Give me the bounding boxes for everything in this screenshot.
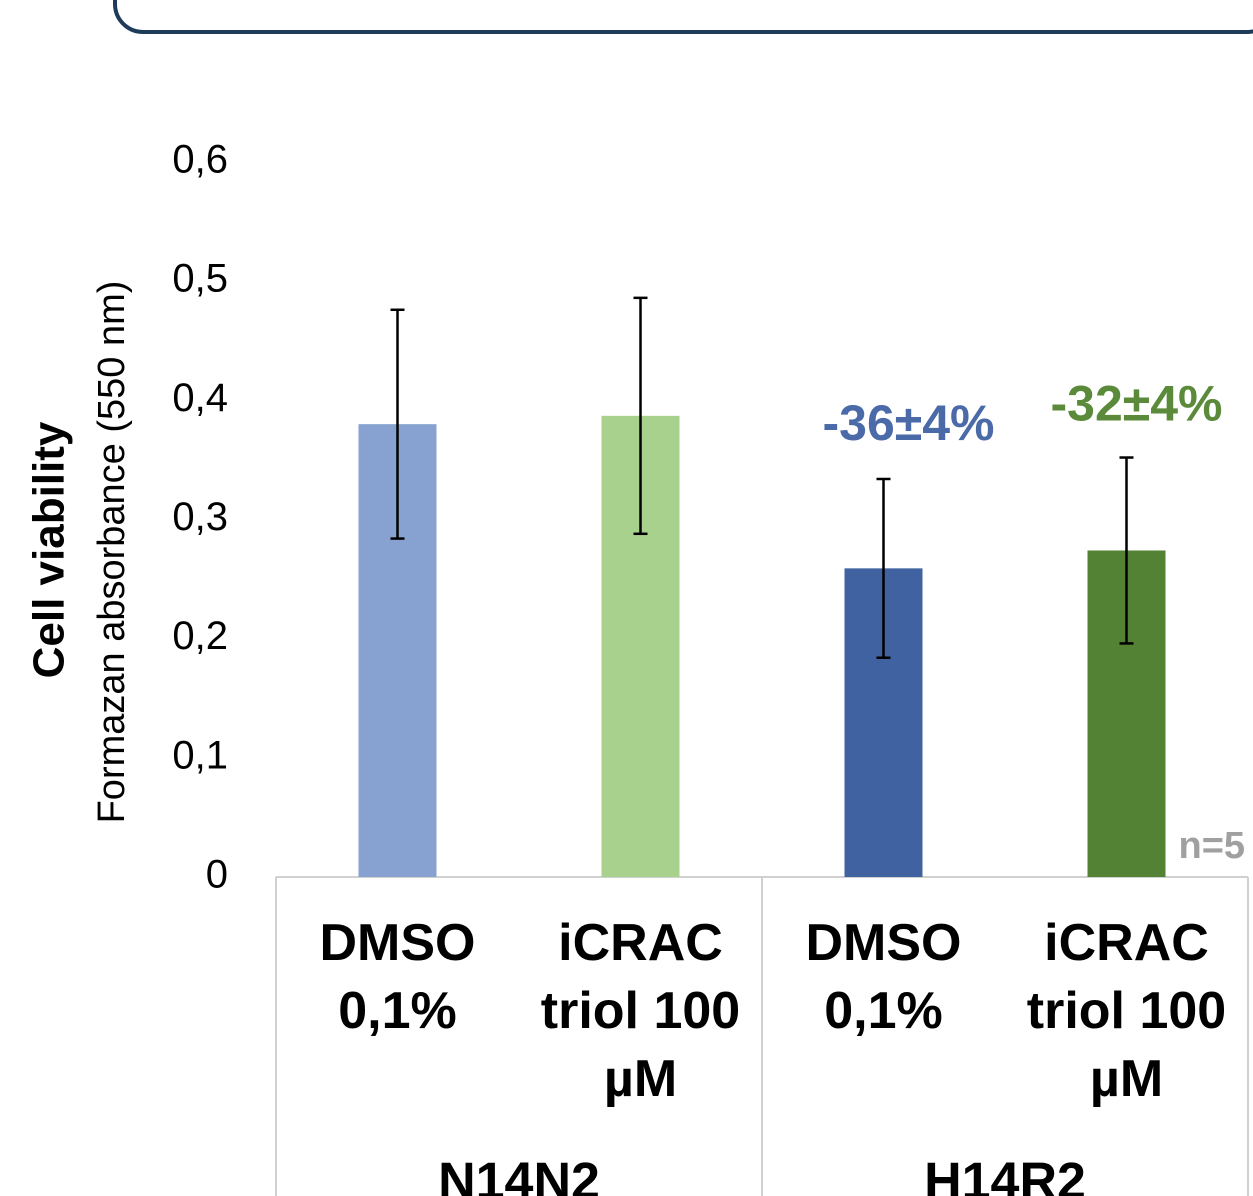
y-axis-subtitle: Formazan absorbance (550 nm) — [91, 281, 133, 824]
y-tick-label: 0 — [206, 853, 228, 897]
y-tick-label: 0,1 — [172, 733, 228, 777]
x-tick-line: 0,1% — [338, 982, 457, 1040]
x-tick-line: DMSO — [320, 914, 476, 972]
x-tick-line: iCRAC — [1044, 914, 1209, 972]
x-tick-line: triol 100 — [1027, 982, 1226, 1040]
y-axis-title: Cell viability — [25, 421, 74, 678]
x-tick-line: µM — [1090, 1050, 1163, 1108]
x-tick-label: DMSO 0,1% — [806, 914, 962, 1040]
annotation: -32±4% — [1051, 376, 1223, 432]
x-tick-line: 0,1% — [824, 982, 943, 1040]
error-bar — [1119, 456, 1134, 645]
x-tick-label: iCRAC triol 100 µM — [1027, 914, 1226, 1108]
x-tick-line: DMSO — [806, 914, 962, 972]
x-tick-line: iCRAC — [558, 914, 723, 972]
x-tick-line: µM — [604, 1050, 677, 1108]
x-tick-label: DMSO 0,1% — [320, 914, 476, 1040]
y-tick-label: 0,4 — [172, 376, 228, 420]
x-tick-line: triol 100 — [541, 982, 740, 1040]
y-tick-label: 0,2 — [172, 614, 228, 658]
x-tick-label: iCRAC triol 100 µM — [541, 914, 740, 1108]
title-box — [113, 0, 1253, 34]
annotation: n=5 — [1179, 825, 1246, 867]
error-bar — [390, 308, 405, 540]
y-tick-label: 0,3 — [172, 495, 228, 539]
annotation: -36±4% — [823, 395, 995, 451]
y-tick-label: 0,6 — [172, 138, 228, 182]
error-bar — [876, 477, 891, 659]
group-label: H14R2 — [924, 1153, 1086, 1196]
group-label: N14N2 — [438, 1153, 600, 1196]
error-bar — [633, 296, 648, 536]
y-tick-label: 0,5 — [172, 257, 228, 301]
